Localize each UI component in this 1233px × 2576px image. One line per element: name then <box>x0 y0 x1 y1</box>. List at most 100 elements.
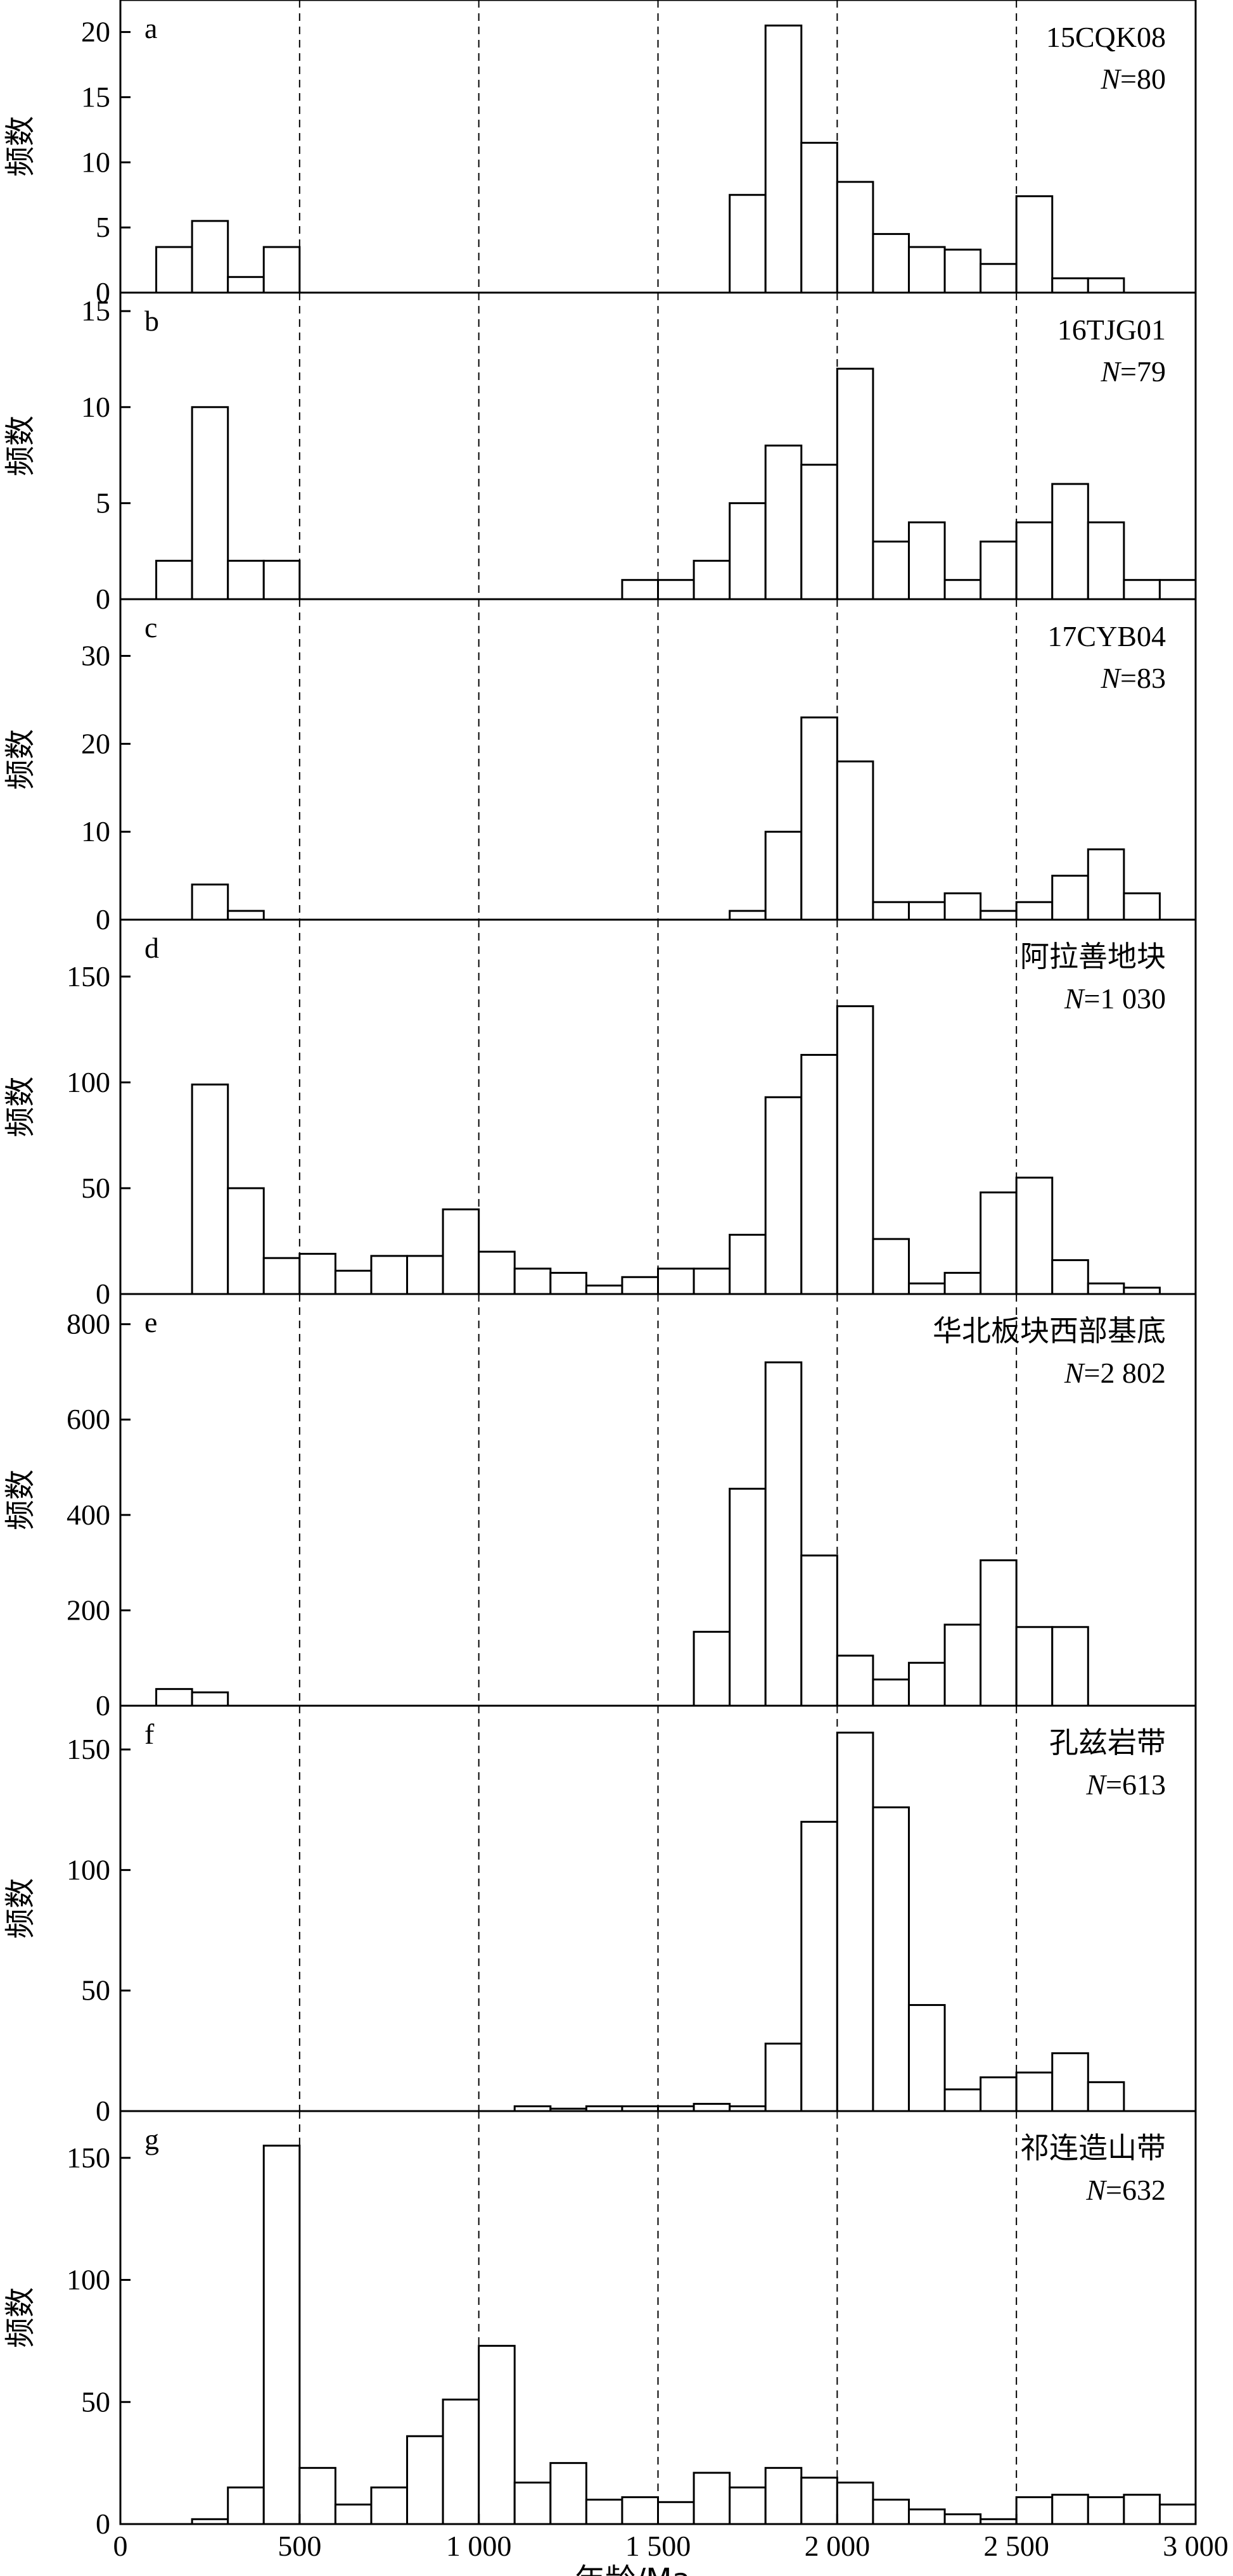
histogram-bar <box>729 502 767 600</box>
histogram-bar <box>980 263 1018 294</box>
histogram-bar <box>227 2486 265 2525</box>
histogram-bar <box>943 2513 982 2525</box>
sample-count-value: =632 <box>1106 2174 1166 2206</box>
histogram-bar <box>836 760 874 921</box>
histogram-bar <box>800 2477 838 2525</box>
panel-letter: g <box>144 2123 159 2155</box>
histogram-bar <box>1051 1626 1089 1707</box>
panel-d: 0 50 100 150 频数 d 阿拉善地块 N=1 030 <box>3 918 1197 1310</box>
histogram-bar <box>370 1255 409 1295</box>
histogram-bar <box>872 540 910 600</box>
histogram-bar <box>657 579 695 600</box>
histogram-bar <box>585 1285 623 1295</box>
histogram-bar <box>1158 579 1197 600</box>
histogram-bar <box>872 1678 910 1707</box>
y-tick-label: 100 <box>67 1066 110 1098</box>
sample-name: 16TJG01 <box>1057 314 1166 346</box>
panel-letter: e <box>144 1306 157 1338</box>
histogram-bar <box>943 1623 982 1707</box>
histogram-bar <box>943 892 982 921</box>
sample-count-prefix: N <box>1064 1357 1085 1389</box>
sample-name: 祁连造山带 <box>1020 2132 1166 2164</box>
histogram-bar <box>836 367 874 600</box>
x-tick-label: 3 000 <box>1163 2530 1229 2562</box>
histogram-bar <box>907 901 946 921</box>
y-tick-label: 0 <box>96 276 110 308</box>
histogram-bar <box>872 1806 910 2112</box>
histogram-bar <box>764 2466 803 2525</box>
histogram-bar <box>513 2481 552 2525</box>
histogram-bar <box>836 181 874 294</box>
sample-count-value: =83 <box>1120 662 1166 694</box>
histogram-bar <box>227 910 265 921</box>
histogram-bar <box>800 1820 838 2112</box>
histogram-bar <box>262 246 301 294</box>
histogram-bar <box>549 1272 587 1295</box>
histogram-bar <box>693 1267 731 1295</box>
histogram-bar <box>1015 2071 1054 2112</box>
histogram-bar <box>621 579 660 600</box>
histogram-bar <box>621 1276 660 1295</box>
histogram-bar <box>764 830 803 921</box>
y-tick-label: 0 <box>96 2095 110 2127</box>
panel-letter: f <box>144 1718 155 1750</box>
histogram-bar <box>191 220 229 294</box>
sample-count-value: =613 <box>1106 1768 1166 1801</box>
histogram-bar <box>907 246 946 294</box>
histogram-bar <box>298 1253 336 1295</box>
histogram-bar <box>980 2518 1018 2525</box>
y-tick-label: 50 <box>81 2385 110 2418</box>
sample-count: N=1 030 <box>1064 982 1166 1015</box>
y-tick-label: 800 <box>67 1308 110 1340</box>
panel-letter: c <box>144 611 157 644</box>
sample-count-value: =79 <box>1120 355 1166 388</box>
sample-count-prefix: N <box>1085 2174 1107 2206</box>
panel-b: 0 5 10 15 频数 b 16TJG01 N=79 <box>3 291 1197 615</box>
sample-name: 孔兹岩带 <box>1049 1727 1166 1759</box>
histogram-bar <box>191 2518 229 2525</box>
histogram-bar <box>406 2435 444 2525</box>
histogram-bar <box>1123 2494 1161 2525</box>
y-tick-label: 150 <box>67 2141 110 2174</box>
histogram-bar <box>872 232 910 294</box>
histogram-bar <box>872 1238 910 1295</box>
histogram-bar <box>800 1554 838 1707</box>
histogram-bar <box>1087 277 1125 294</box>
histogram-bar <box>442 1208 480 1295</box>
sample-name: 17CYB04 <box>1047 620 1166 652</box>
histogram-bar <box>1015 2496 1054 2525</box>
x-axis-label: 年龄/Ma <box>575 2562 691 2576</box>
y-axis-label: 频数 <box>3 1076 38 1137</box>
histogram-bar <box>621 2496 660 2525</box>
panel-g: 0 50 100 150 频数 g 祁连造山带 N=632 <box>3 2110 1197 2540</box>
histogram-bar <box>334 2503 373 2525</box>
y-tick-label: 50 <box>81 1172 110 1204</box>
histogram-bar <box>943 248 982 294</box>
histogram-bar <box>155 1688 193 1707</box>
histogram-bar <box>980 1559 1018 1707</box>
histogram-bar <box>836 1731 874 2112</box>
histogram-bar <box>1087 2496 1125 2525</box>
histogram-bar <box>549 2462 587 2525</box>
sample-count-prefix: N <box>1064 982 1085 1015</box>
sample-name: 15CQK08 <box>1046 21 1166 53</box>
histogram-bar <box>836 1654 874 1707</box>
sample-count-value: =1 030 <box>1084 982 1166 1015</box>
y-tick-label: 10 <box>81 146 110 178</box>
histogram-bar <box>943 1272 982 1295</box>
y-axis-label: 频数 <box>3 116 38 177</box>
x-axis: 0 500 1 000 1 500 2 000 2 500 3 000 年龄/Ma <box>113 2514 1229 2576</box>
sample-count-value: =2 802 <box>1084 1357 1166 1389</box>
histogram-bar <box>191 1083 229 1295</box>
histogram-bar <box>980 1191 1018 1295</box>
histogram-bar <box>943 579 982 600</box>
histogram-bar <box>478 2345 516 2525</box>
histogram-bar <box>191 883 229 921</box>
histogram-bar <box>191 406 229 600</box>
histogram-bar <box>585 2498 623 2525</box>
histogram-bar <box>227 1187 265 1295</box>
histogram-bar <box>227 276 265 294</box>
y-tick-label: 100 <box>67 1853 110 1886</box>
histogram-bar <box>1051 1259 1089 1295</box>
